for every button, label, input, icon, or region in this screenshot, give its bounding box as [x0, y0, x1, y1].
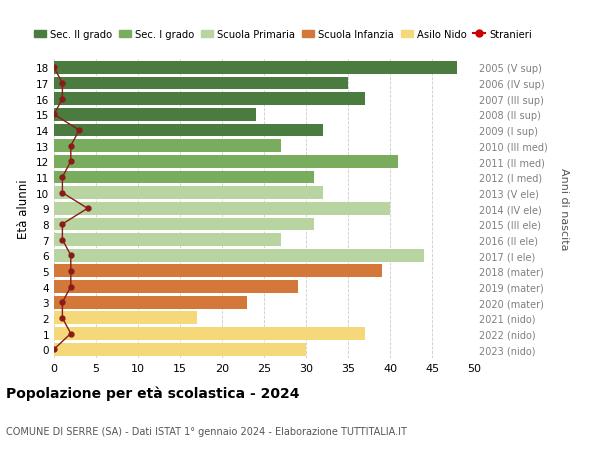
Y-axis label: Età alunni: Età alunni — [17, 179, 31, 239]
Bar — [54, 140, 281, 153]
Bar — [54, 312, 197, 325]
Bar — [54, 109, 256, 122]
Bar — [54, 62, 457, 75]
Bar — [54, 296, 247, 309]
Bar — [54, 156, 398, 168]
Legend: Sec. II grado, Sec. I grado, Scuola Primaria, Scuola Infanzia, Asilo Nido, Stran: Sec. II grado, Sec. I grado, Scuola Prim… — [29, 26, 536, 44]
Bar — [54, 265, 382, 278]
Bar — [54, 78, 348, 90]
Bar — [54, 93, 365, 106]
Bar — [54, 187, 323, 200]
Text: Popolazione per età scolastica - 2024: Popolazione per età scolastica - 2024 — [6, 386, 299, 400]
Bar — [54, 124, 323, 137]
Bar — [54, 343, 306, 356]
Bar — [54, 234, 281, 246]
Y-axis label: Anni di nascita: Anni di nascita — [559, 168, 569, 250]
Bar — [54, 202, 390, 215]
Text: COMUNE DI SERRE (SA) - Dati ISTAT 1° gennaio 2024 - Elaborazione TUTTITALIA.IT: COMUNE DI SERRE (SA) - Dati ISTAT 1° gen… — [6, 426, 407, 436]
Bar — [54, 249, 424, 262]
Bar — [54, 218, 314, 231]
Bar — [54, 171, 314, 184]
Bar — [54, 327, 365, 340]
Bar — [54, 280, 298, 293]
